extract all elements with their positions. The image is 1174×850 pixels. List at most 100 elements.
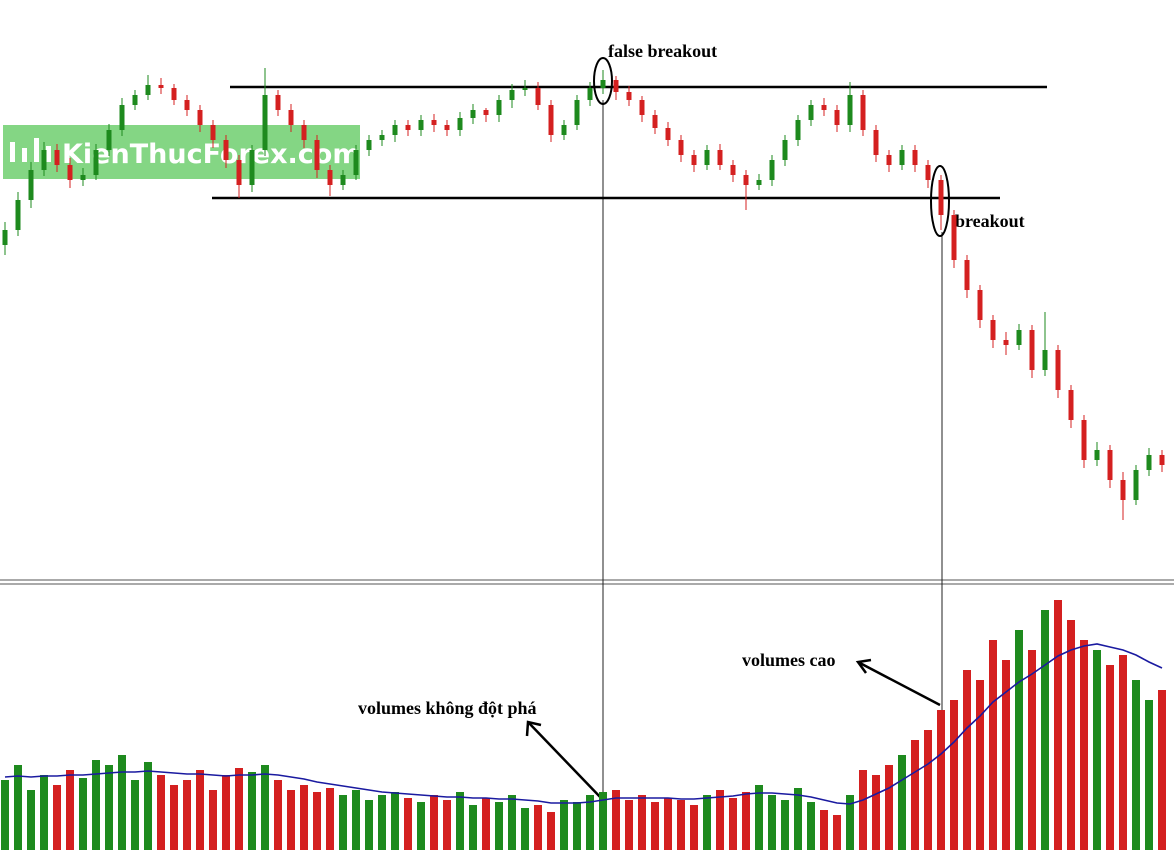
- volume-bar: [27, 790, 35, 850]
- volume-bar: [846, 795, 854, 850]
- candle-body: [1003, 340, 1009, 345]
- volume-bar: [53, 785, 61, 850]
- candle-body: [951, 215, 957, 260]
- candle-body: [847, 95, 853, 125]
- candle-body: [1042, 350, 1048, 370]
- candle-body: [483, 110, 489, 115]
- candle-body: [1055, 350, 1061, 390]
- volume-bar: [79, 778, 87, 850]
- volume-bar: [40, 775, 48, 850]
- candle-body: [1159, 455, 1165, 465]
- candle-body: [964, 260, 970, 290]
- volume-bar: [222, 775, 230, 850]
- candle-body: [2, 230, 8, 245]
- candle-body: [340, 175, 346, 185]
- volume-bar: [183, 780, 191, 850]
- volume-bar: [508, 795, 516, 850]
- candle-body: [353, 150, 359, 175]
- volume-bar: [911, 740, 919, 850]
- candle-body: [977, 290, 983, 320]
- highlight-ellipse: [593, 57, 613, 105]
- volume-bar: [235, 768, 243, 850]
- candle-body: [431, 120, 437, 125]
- candle-body: [743, 175, 749, 185]
- candle-body: [236, 160, 242, 185]
- candle-body: [145, 85, 151, 95]
- volume-bar: [1158, 690, 1166, 850]
- candle-body: [1107, 450, 1113, 480]
- volume-bar: [339, 795, 347, 850]
- candle-body: [1081, 420, 1087, 460]
- volume-bar: [1041, 610, 1049, 850]
- candle-body: [1029, 330, 1035, 370]
- candle-body: [15, 200, 21, 230]
- candle-body: [1146, 455, 1152, 470]
- volume-bar: [560, 800, 568, 850]
- candle-body: [912, 150, 918, 165]
- volume-bar: [300, 785, 308, 850]
- annotation: breakout: [955, 211, 1025, 231]
- candle-body: [626, 92, 632, 100]
- volume-bar: [586, 795, 594, 850]
- volume-bar: [950, 700, 958, 850]
- candle-body: [210, 125, 216, 140]
- candle-body: [522, 88, 528, 90]
- volume-bar: [482, 798, 490, 850]
- volume-bar: [443, 800, 451, 850]
- volume-bar: [1, 780, 9, 850]
- watermark-icon: [10, 138, 51, 162]
- candle-body: [106, 130, 112, 150]
- volume-bar: [612, 790, 620, 850]
- volume-bar: [768, 795, 776, 850]
- volume-bar: [313, 792, 321, 850]
- volume-bar: [794, 788, 802, 850]
- volume-bar: [430, 795, 438, 850]
- volume-bar: [456, 792, 464, 850]
- candle-body: [54, 150, 60, 165]
- volume-ma-line: [4, 643, 1163, 805]
- candle-body: [262, 95, 268, 150]
- candle-body: [886, 155, 892, 165]
- volume-bar: [885, 765, 893, 850]
- volume-bar: [703, 795, 711, 850]
- candle-body: [184, 100, 190, 110]
- arrow: [855, 658, 941, 707]
- volume-bar: [92, 760, 100, 850]
- candle-body: [67, 165, 73, 180]
- volume-bar: [872, 775, 880, 850]
- volume-bar: [807, 802, 815, 850]
- candle-body: [171, 88, 177, 100]
- candle-body: [1120, 480, 1126, 500]
- volume-bar: [599, 792, 607, 850]
- volume-bar: [833, 815, 841, 850]
- candle-body: [158, 85, 164, 88]
- volume-bar: [274, 780, 282, 850]
- volume-bar: [157, 775, 165, 850]
- volume-bar: [417, 802, 425, 850]
- candle-body: [366, 140, 372, 150]
- candle-body: [860, 95, 866, 130]
- candle-body: [756, 180, 762, 185]
- volume-bar: [937, 710, 945, 850]
- candle-body: [301, 125, 307, 140]
- watermark-box: [3, 125, 360, 179]
- candle-body: [834, 110, 840, 125]
- volume-bar: [170, 785, 178, 850]
- volume-bar: [144, 762, 152, 850]
- candle-body: [28, 170, 34, 200]
- candle-body: [561, 125, 567, 135]
- candle-body: [665, 128, 671, 140]
- candle-body: [613, 80, 619, 92]
- candle-body: [769, 160, 775, 180]
- candle-body: [600, 80, 606, 88]
- volume-bar: [924, 730, 932, 850]
- candle-body: [392, 125, 398, 135]
- volume-bar: [1028, 650, 1036, 850]
- candle-body: [93, 150, 99, 175]
- volume-bar: [664, 798, 672, 850]
- volume-bar: [118, 755, 126, 850]
- candle-body: [691, 155, 697, 165]
- volume-bar: [1067, 620, 1075, 850]
- volume-bar: [196, 770, 204, 850]
- candle-body: [1133, 470, 1139, 500]
